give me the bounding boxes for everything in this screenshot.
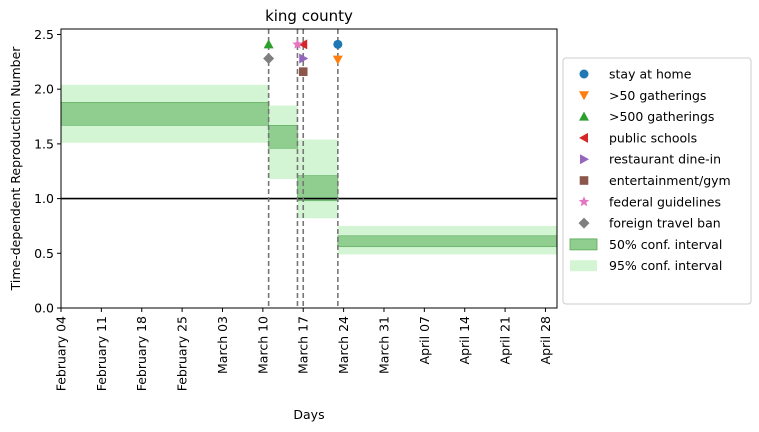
legend-marker-foreign-travel-ban	[578, 217, 590, 229]
x-tick-label-0: February 04	[54, 316, 69, 391]
x-tick-label-8: March 31	[376, 316, 391, 374]
legend-label-500-gatherings: >500 gatherings	[609, 109, 714, 124]
legend-swatch-50-conf-interval	[569, 238, 598, 251]
legend-label-stay-at-home: stay at home	[609, 67, 692, 82]
x-tick-label-7: March 24	[336, 316, 351, 374]
legend-marker-public-schools	[579, 132, 588, 143]
event-marker-federal-guidelines	[292, 38, 303, 49]
legend-label-restaurant-dine-in: restaurant dine-in	[609, 152, 721, 167]
event-lines	[267, 29, 339, 308]
ci50-band-1	[268, 124, 298, 149]
legend-label-foreign-travel-ban: foreign travel ban	[609, 216, 721, 231]
ci50-band-3	[337, 235, 558, 248]
x-axis-ticks: February 04 February 11 February 18 Februar…	[54, 308, 553, 391]
legend-marker-entertainment-gym	[579, 176, 589, 185]
x-tick-label-12: April 28	[538, 316, 553, 364]
event-marker-stay-at-home	[333, 39, 343, 49]
x-tick-label-10: April 14	[457, 316, 472, 364]
x-tick-label-3: February 25	[175, 316, 190, 391]
legend-marker-restaurant-dine-in	[580, 154, 589, 165]
chart-title: king county	[265, 7, 353, 25]
x-tick-label-1: February 11	[94, 316, 109, 391]
legend-label-95-conf-interval: 95% conf. interval	[609, 258, 722, 273]
x-axis-label: Days	[293, 407, 324, 422]
y-tick-label-5: 2.5	[34, 27, 54, 42]
event-marker-500-gatherings	[263, 39, 274, 49]
y-tick-label-4: 2.0	[34, 82, 54, 97]
y-axis-label: Time-dependent Reproduction Number	[8, 46, 23, 292]
x-tick-label-11: April 21	[498, 316, 513, 364]
event-marker-50-gatherings	[332, 55, 343, 65]
legend-label-50-conf-interval: 50% conf. interval	[609, 237, 722, 252]
event-marker-restaurant-dine-in	[299, 53, 309, 64]
x-tick-label-5: March 10	[255, 316, 270, 374]
x-tick-label-2: February 18	[134, 316, 149, 391]
legend-marker-federal-guidelines	[578, 196, 590, 207]
y-tick-label-2: 1.0	[34, 191, 54, 206]
legend-label-50-gatherings: >50 gatherings	[609, 88, 706, 103]
event-markers	[263, 38, 343, 76]
y-tick-label-1: 0.5	[34, 246, 54, 261]
legend-box	[562, 57, 752, 305]
x-tick-label-4: March 03	[215, 316, 230, 374]
legend-swatch-95-conf-interval	[570, 260, 597, 272]
legend-marker-stay-at-home	[579, 69, 589, 79]
ci50-band-0	[60, 102, 269, 126]
event-marker-foreign-travel-ban	[263, 53, 275, 65]
legend-label-public-schools: public schools	[609, 130, 697, 145]
legend-label-entertainment-gym: entertainment/gym	[609, 173, 731, 188]
ci50-band-2	[297, 175, 339, 202]
legend-marker-50-gatherings	[579, 91, 589, 101]
legend-label-federal-guidelines: federal guidelines	[609, 194, 721, 209]
y-tick-label-3: 1.5	[34, 136, 54, 151]
y-tick-label-0: 0.0	[34, 301, 54, 316]
legend: stay at home >50 gatherings >500 gathering…	[562, 57, 752, 305]
legend-marker-500-gatherings	[579, 111, 589, 121]
x-tick-label-6: March 17	[296, 316, 311, 374]
plot-frame	[60, 28, 558, 309]
x-tick-label-9: April 07	[417, 316, 432, 364]
event-marker-entertainment-gym	[298, 67, 308, 76]
event-marker-public-schools	[298, 39, 308, 50]
y-axis-ticks: 0.0 0.5 1.0 1.5 2.0 2.5	[34, 27, 61, 316]
